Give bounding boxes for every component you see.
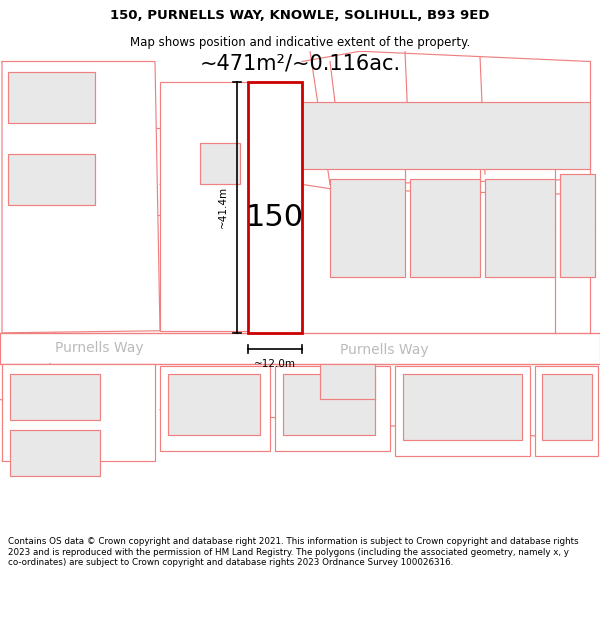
Polygon shape xyxy=(542,374,592,441)
Polygon shape xyxy=(330,179,405,276)
Text: 150, PURNELLS WAY, KNOWLE, SOLIHULL, B93 9ED: 150, PURNELLS WAY, KNOWLE, SOLIHULL, B93… xyxy=(110,9,490,22)
Polygon shape xyxy=(168,374,260,435)
Text: ~471m²/~0.116ac.: ~471m²/~0.116ac. xyxy=(199,54,401,74)
Polygon shape xyxy=(10,374,100,420)
Polygon shape xyxy=(0,333,600,364)
Polygon shape xyxy=(410,179,480,276)
Text: Purnells Way: Purnells Way xyxy=(55,341,143,355)
Text: Contains OS data © Crown copyright and database right 2021. This information is : Contains OS data © Crown copyright and d… xyxy=(8,537,578,567)
Polygon shape xyxy=(8,72,95,123)
Polygon shape xyxy=(248,82,302,333)
Polygon shape xyxy=(8,154,95,205)
Polygon shape xyxy=(283,374,375,435)
Polygon shape xyxy=(200,143,240,184)
Text: 150: 150 xyxy=(246,203,304,232)
Text: Map shows position and indicative extent of the property.: Map shows position and indicative extent… xyxy=(130,36,470,49)
Polygon shape xyxy=(535,366,598,456)
Text: ~41.4m: ~41.4m xyxy=(218,186,228,229)
Polygon shape xyxy=(160,82,248,331)
Text: Purnells Way: Purnells Way xyxy=(340,343,428,357)
Polygon shape xyxy=(160,366,270,451)
Polygon shape xyxy=(403,374,522,441)
Polygon shape xyxy=(10,430,100,476)
Text: ~12.0m: ~12.0m xyxy=(254,359,296,369)
Polygon shape xyxy=(2,61,160,333)
Polygon shape xyxy=(275,366,390,451)
Polygon shape xyxy=(302,102,590,169)
Polygon shape xyxy=(395,366,530,456)
Polygon shape xyxy=(485,179,555,276)
Polygon shape xyxy=(560,174,595,276)
Polygon shape xyxy=(320,364,375,399)
Polygon shape xyxy=(2,364,155,461)
